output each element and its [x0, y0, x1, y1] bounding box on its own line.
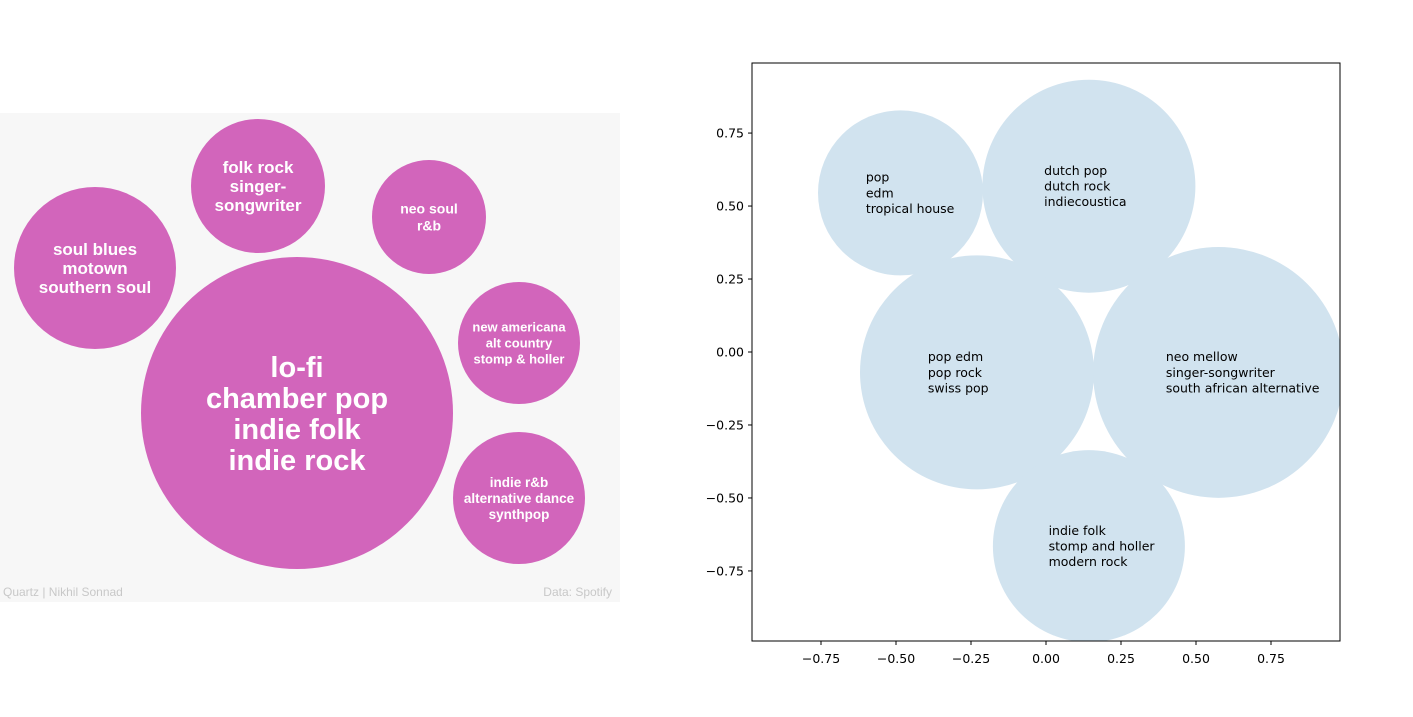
- bubble-label: soul blues: [53, 240, 137, 259]
- bubble-label: alt country: [486, 336, 553, 351]
- bubble-label: indie rock: [229, 445, 367, 477]
- bubble-label: indie folk: [233, 414, 361, 446]
- bubble-label: southern soul: [39, 278, 151, 297]
- plot-circle: [860, 255, 1094, 490]
- bubble-label: alternative dance: [464, 491, 575, 506]
- bubble-label: singer-: [230, 177, 287, 196]
- circle-label: stomp and holler: [1049, 539, 1156, 554]
- y-tick-label: 0.00: [716, 345, 744, 360]
- bubble-circle: [372, 160, 486, 274]
- bubble-label: chamber pop: [206, 383, 388, 415]
- bubble-circle: [458, 282, 580, 404]
- x-tick-label: 0.50: [1182, 651, 1210, 666]
- circle-label: tropical house: [866, 201, 955, 216]
- y-tick-label: 0.50: [716, 199, 744, 214]
- x-tick-label: −0.25: [952, 651, 990, 666]
- circle-label: singer-songwriter: [1166, 365, 1276, 380]
- bubble-label: synthpop: [489, 507, 550, 522]
- plot-circle: [818, 110, 983, 276]
- circle-label: indiecoustica: [1044, 194, 1126, 209]
- plot-circle: [982, 79, 1196, 293]
- y-tick-label: 0.75: [716, 126, 744, 141]
- circle-label: indie folk: [1049, 523, 1107, 538]
- circle-label: dutch pop: [1044, 163, 1107, 178]
- y-tick-label: −0.50: [706, 490, 744, 505]
- bubble-circle: [191, 119, 325, 253]
- bubble-circle: [453, 432, 585, 564]
- circle-label: pop: [866, 170, 890, 185]
- plot-circle: [992, 450, 1185, 641]
- x-tick-label: 0.25: [1107, 651, 1135, 666]
- x-tick-label: 0.00: [1032, 651, 1060, 666]
- plot-circle: [1093, 247, 1340, 498]
- x-tick-label: −0.50: [877, 651, 915, 666]
- bubble-circle: [14, 187, 176, 349]
- circle-label: neo mellow: [1166, 349, 1238, 364]
- y-tick-label: −0.25: [706, 417, 744, 432]
- bubble-label: stomp & holler: [473, 352, 564, 367]
- circle-label: pop rock: [928, 365, 983, 380]
- circle-label: edm: [866, 185, 894, 200]
- x-tick-label: −0.75: [802, 651, 840, 666]
- bubble-label: neo soul: [400, 201, 458, 217]
- circle-label: modern rock: [1049, 554, 1129, 569]
- credit-right: Data: Spotify: [543, 585, 612, 599]
- circle-label: south african alternative: [1166, 380, 1320, 395]
- bubble-label: lo-fi: [270, 352, 323, 384]
- circle-label: swiss pop: [928, 380, 989, 395]
- circle-label: dutch rock: [1044, 179, 1111, 194]
- y-tick-label: −0.75: [706, 563, 744, 578]
- bubble-label: r&b: [417, 218, 441, 234]
- bubble-label: indie r&b: [490, 475, 549, 490]
- bubble-label: folk rock: [223, 158, 294, 177]
- x-axis-ticks: −0.75 −0.50 −0.25 0.00 0.25 0.50 0.75: [802, 641, 1285, 666]
- plot-circles: [818, 79, 1340, 641]
- y-tick-label: 0.25: [716, 272, 744, 287]
- bubble-label: motown: [62, 259, 127, 278]
- credit-left: Quartz | Nikhil Sonnad: [3, 585, 123, 599]
- bubble-label: new americana: [472, 320, 566, 335]
- y-axis-ticks: 0.75 0.50 0.25 0.00 −0.25 −0.50 −0.75: [706, 126, 752, 578]
- circle-label: pop edm: [928, 349, 983, 364]
- bubble-label: songwriter: [215, 196, 302, 215]
- bubble-circle: [141, 257, 453, 569]
- x-tick-label: 0.75: [1257, 651, 1285, 666]
